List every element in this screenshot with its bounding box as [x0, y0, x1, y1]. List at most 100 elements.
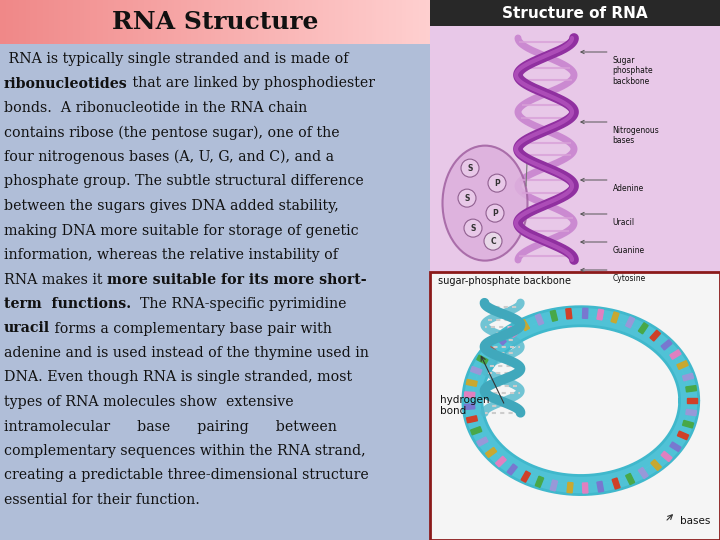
- Bar: [236, 0, 238, 44]
- Bar: [120, 0, 122, 44]
- Bar: [96, 0, 99, 44]
- Bar: [423, 0, 426, 44]
- Text: Cytosine: Cytosine: [613, 274, 646, 283]
- Bar: [266, 0, 269, 44]
- Bar: [88, 0, 90, 44]
- Text: Structure of RNA: Structure of RNA: [502, 5, 648, 21]
- Bar: [181, 0, 183, 44]
- Bar: [105, 0, 107, 44]
- Bar: [426, 0, 428, 44]
- Bar: [288, 0, 290, 44]
- Bar: [256, 0, 258, 44]
- Bar: [90, 0, 92, 44]
- Text: RNA Structure: RNA Structure: [112, 10, 318, 34]
- Bar: [112, 0, 114, 44]
- Bar: [419, 0, 421, 44]
- Polygon shape: [566, 308, 572, 319]
- Bar: [107, 0, 109, 44]
- Text: information, whereas the relative instability of: information, whereas the relative instab…: [4, 248, 338, 262]
- Bar: [408, 0, 410, 44]
- Polygon shape: [535, 476, 544, 488]
- Bar: [45, 0, 48, 44]
- Polygon shape: [471, 427, 482, 435]
- Polygon shape: [507, 464, 517, 475]
- Bar: [410, 0, 413, 44]
- Bar: [318, 0, 320, 44]
- Bar: [421, 0, 423, 44]
- Bar: [282, 0, 284, 44]
- Text: intramolecular      base      pairing      between: intramolecular base pairing between: [4, 420, 337, 434]
- Bar: [63, 0, 65, 44]
- Bar: [273, 0, 275, 44]
- Bar: [406, 0, 408, 44]
- Text: ribonucleotides: ribonucleotides: [4, 77, 127, 91]
- Bar: [41, 0, 43, 44]
- Bar: [69, 0, 71, 44]
- Polygon shape: [520, 320, 529, 330]
- Bar: [232, 0, 234, 44]
- Polygon shape: [477, 355, 488, 364]
- Text: P: P: [494, 179, 500, 187]
- Bar: [122, 0, 125, 44]
- Polygon shape: [567, 482, 573, 493]
- Bar: [346, 0, 348, 44]
- Bar: [211, 0, 213, 44]
- Circle shape: [464, 219, 482, 237]
- Bar: [192, 0, 194, 44]
- Bar: [131, 0, 133, 44]
- Bar: [359, 0, 361, 44]
- Circle shape: [488, 174, 506, 192]
- Bar: [48, 0, 50, 44]
- Text: uracil: uracil: [4, 321, 50, 335]
- Bar: [114, 0, 116, 44]
- Polygon shape: [626, 316, 634, 328]
- Bar: [157, 0, 159, 44]
- Bar: [404, 0, 406, 44]
- Polygon shape: [471, 367, 482, 375]
- Polygon shape: [639, 323, 648, 334]
- Bar: [228, 0, 230, 44]
- Bar: [198, 0, 200, 44]
- Bar: [76, 0, 78, 44]
- Bar: [381, 0, 383, 44]
- Polygon shape: [521, 471, 531, 482]
- Bar: [400, 0, 402, 44]
- Polygon shape: [485, 345, 496, 355]
- Bar: [65, 0, 67, 44]
- Bar: [372, 0, 374, 44]
- Bar: [194, 0, 196, 44]
- Polygon shape: [661, 340, 672, 350]
- Bar: [129, 0, 131, 44]
- Bar: [183, 0, 185, 44]
- Bar: [325, 0, 327, 44]
- Bar: [30, 0, 32, 44]
- Bar: [224, 0, 226, 44]
- Bar: [28, 0, 30, 44]
- Bar: [17, 0, 19, 44]
- Bar: [294, 0, 297, 44]
- Polygon shape: [612, 478, 620, 489]
- Bar: [275, 0, 277, 44]
- Text: types of RNA molecules show  extensive: types of RNA molecules show extensive: [4, 395, 294, 409]
- Bar: [307, 0, 310, 44]
- Bar: [361, 0, 364, 44]
- Text: more suitable for its more short-: more suitable for its more short-: [107, 273, 366, 287]
- Bar: [0, 0, 2, 44]
- Bar: [204, 0, 207, 44]
- Bar: [146, 0, 148, 44]
- Text: RNA is typically single stranded and is made of: RNA is typically single stranded and is …: [4, 52, 348, 66]
- Bar: [189, 0, 192, 44]
- Bar: [140, 0, 142, 44]
- Polygon shape: [683, 421, 693, 428]
- Bar: [351, 0, 353, 44]
- Bar: [168, 0, 170, 44]
- Bar: [166, 0, 168, 44]
- Text: Guanine: Guanine: [613, 246, 645, 255]
- Bar: [135, 0, 138, 44]
- Bar: [305, 0, 307, 44]
- Polygon shape: [686, 409, 696, 416]
- Polygon shape: [467, 416, 477, 423]
- Bar: [368, 0, 370, 44]
- Bar: [222, 0, 224, 44]
- Bar: [13, 0, 15, 44]
